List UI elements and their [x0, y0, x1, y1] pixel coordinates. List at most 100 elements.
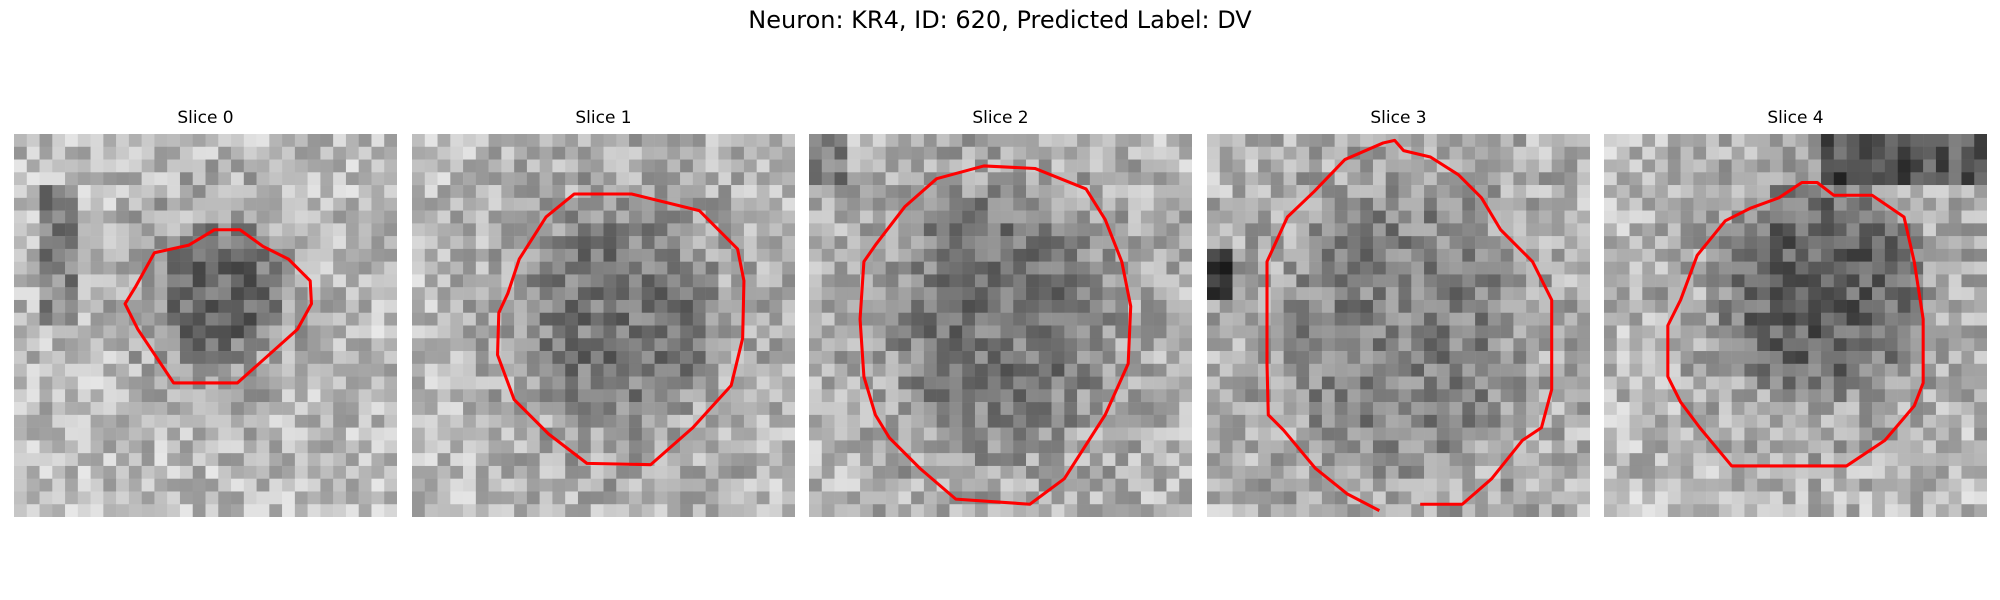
pixel	[103, 389, 117, 403]
pixel	[1449, 465, 1463, 479]
pixel	[923, 248, 937, 262]
pixel	[1538, 236, 1552, 250]
pixel	[1680, 299, 1694, 313]
pixel	[1974, 465, 1987, 479]
pixel	[1487, 159, 1501, 173]
pixel	[1166, 197, 1180, 211]
pixel	[90, 427, 104, 441]
pixel	[358, 478, 372, 492]
pixel	[962, 261, 976, 275]
pixel	[1833, 402, 1847, 416]
pixel	[1500, 274, 1514, 288]
pixel	[167, 389, 181, 403]
pixel	[834, 159, 848, 173]
pixel	[949, 299, 963, 313]
pixel	[1232, 172, 1246, 186]
pixel	[1166, 248, 1180, 262]
pixel	[1424, 389, 1438, 403]
pixel	[1179, 351, 1192, 365]
pixel	[756, 248, 770, 262]
pixel	[1385, 274, 1399, 288]
pixel	[782, 453, 795, 467]
pixel	[1935, 414, 1949, 428]
pixel	[103, 440, 117, 454]
pixel	[1207, 453, 1221, 467]
pixel	[358, 299, 372, 313]
pixel	[1270, 465, 1284, 479]
pixel	[847, 274, 861, 288]
pixel	[1538, 376, 1552, 390]
pixel	[1642, 325, 1656, 339]
pixel	[782, 376, 795, 390]
pixel	[1077, 351, 1091, 365]
pixel	[65, 491, 79, 505]
pixel	[488, 478, 502, 492]
pixel	[1821, 453, 1835, 467]
pixel	[116, 146, 130, 160]
pixel	[1232, 351, 1246, 365]
pixel	[1718, 402, 1732, 416]
pixel	[1153, 134, 1167, 148]
pixel	[1449, 389, 1463, 403]
pixel	[116, 440, 130, 454]
pixel	[282, 172, 296, 186]
pixel	[1436, 261, 1450, 275]
pixel	[345, 440, 359, 454]
pixel	[1270, 274, 1284, 288]
pixel	[1961, 134, 1975, 148]
pixel	[769, 402, 783, 416]
pixel	[475, 159, 489, 173]
pixel	[52, 274, 66, 288]
pixel	[821, 274, 835, 288]
pixel	[1935, 299, 1949, 313]
pixel	[128, 223, 142, 237]
pixel	[1411, 363, 1425, 377]
pixel	[1398, 159, 1412, 173]
pixel	[450, 427, 464, 441]
pixel	[179, 172, 193, 186]
pixel	[90, 172, 104, 186]
pixel	[616, 376, 630, 390]
pixel	[1833, 491, 1847, 505]
pixel	[218, 338, 232, 352]
pixel	[1795, 185, 1809, 199]
pixel	[667, 172, 681, 186]
pixel	[885, 159, 899, 173]
pixel	[384, 312, 397, 326]
pixel	[243, 351, 257, 365]
pixel	[1487, 287, 1501, 301]
pixel	[1577, 223, 1590, 237]
pixel	[1128, 172, 1142, 186]
pixel	[1604, 504, 1618, 517]
pixel	[333, 134, 347, 148]
pixel	[1500, 351, 1514, 365]
pixel	[718, 491, 732, 505]
pixel	[320, 491, 334, 505]
pixel	[1859, 504, 1873, 517]
pixel	[1680, 376, 1694, 390]
pixel	[1207, 351, 1221, 365]
pixel	[218, 325, 232, 339]
pixel	[1219, 440, 1233, 454]
pixel	[692, 236, 706, 250]
pixel	[1706, 465, 1720, 479]
pixel	[1258, 427, 1272, 441]
pixel	[412, 248, 426, 262]
pixel	[1604, 351, 1618, 365]
pixel	[1347, 440, 1361, 454]
pixel	[1140, 312, 1154, 326]
pixel	[1513, 414, 1527, 428]
pixel	[1935, 402, 1949, 416]
pixel	[1258, 134, 1272, 148]
pixel	[1296, 146, 1310, 160]
pixel	[1513, 338, 1527, 352]
pixel	[603, 338, 617, 352]
pixel	[1833, 453, 1847, 467]
pixel	[1513, 185, 1527, 199]
pixel	[14, 338, 28, 352]
pixel	[1436, 274, 1450, 288]
pixel	[1616, 223, 1630, 237]
pixel	[1360, 223, 1374, 237]
pixel	[1309, 312, 1323, 326]
pixel	[718, 312, 732, 326]
